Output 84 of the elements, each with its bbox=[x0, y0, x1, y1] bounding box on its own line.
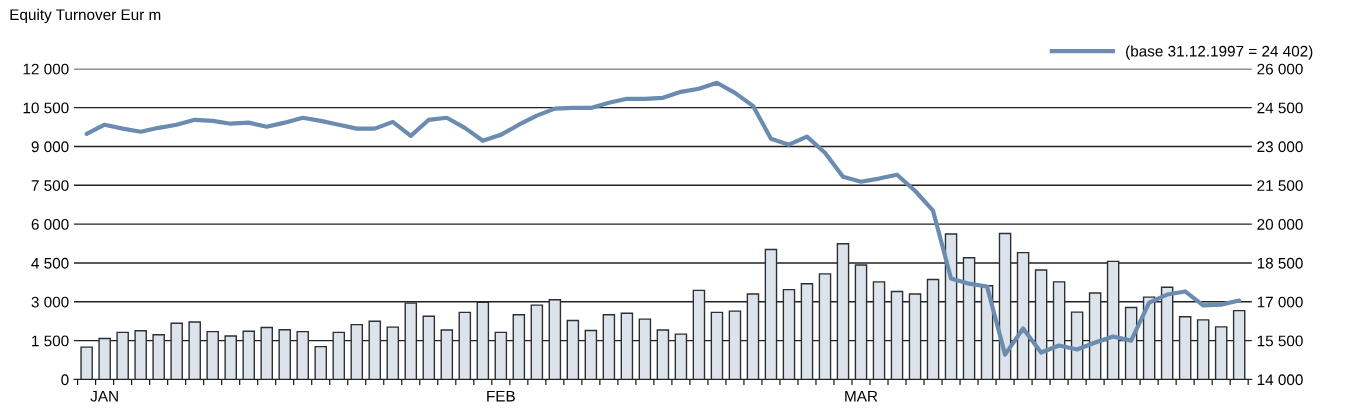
y2-tick-label: 23 000 bbox=[1257, 141, 1303, 153]
bar bbox=[638, 318, 652, 380]
y2-tick-label: 17 000 bbox=[1257, 296, 1303, 308]
bar bbox=[494, 331, 508, 380]
bar bbox=[440, 329, 454, 380]
bar bbox=[1214, 326, 1228, 380]
bar bbox=[170, 322, 183, 380]
bar bbox=[134, 330, 147, 380]
bar bbox=[584, 329, 598, 380]
bar bbox=[350, 323, 364, 380]
x-tick-label: MAR bbox=[845, 390, 878, 402]
bar bbox=[1106, 260, 1120, 380]
bar bbox=[1052, 281, 1066, 380]
bar bbox=[422, 315, 436, 380]
y2-tick-label: 14 000 bbox=[1257, 374, 1303, 386]
y2-tick-label: 26 000 bbox=[1257, 63, 1303, 75]
bar bbox=[1070, 311, 1084, 380]
bar bbox=[548, 299, 562, 380]
bar bbox=[764, 248, 778, 380]
bar bbox=[782, 288, 796, 380]
bar bbox=[890, 290, 904, 380]
bar bbox=[386, 326, 400, 380]
bar bbox=[404, 302, 418, 380]
bar bbox=[1232, 309, 1246, 380]
bar bbox=[512, 314, 526, 380]
bar bbox=[458, 311, 472, 380]
bar bbox=[152, 333, 165, 380]
bar bbox=[1034, 269, 1048, 380]
bar bbox=[224, 335, 237, 380]
y2-tick-label: 24 500 bbox=[1257, 102, 1303, 114]
bar bbox=[206, 330, 219, 380]
y2-tick-label: 21 500 bbox=[1257, 180, 1303, 191]
bar bbox=[620, 312, 634, 380]
bar bbox=[1178, 316, 1192, 380]
bar bbox=[1160, 286, 1174, 380]
bar bbox=[566, 319, 580, 380]
y-tick-label: 4 500 bbox=[31, 257, 69, 269]
bar bbox=[926, 278, 940, 380]
bar bbox=[746, 293, 760, 380]
bar bbox=[854, 264, 868, 380]
bar bbox=[1088, 292, 1102, 380]
y-tick-label: 6 000 bbox=[31, 219, 69, 230]
bar bbox=[188, 321, 201, 380]
bar bbox=[116, 331, 129, 380]
y2-tick-label: 20 000 bbox=[1257, 219, 1303, 230]
bar bbox=[296, 330, 310, 380]
x-tick-label: JAN bbox=[90, 390, 118, 402]
bar bbox=[314, 345, 328, 380]
legend-label: (base 31.12.1997 = 24 402) bbox=[1126, 45, 1313, 60]
bar bbox=[1196, 319, 1210, 380]
y-axis-title: Equity Turnover Eur m bbox=[10, 8, 161, 24]
bar bbox=[368, 320, 382, 380]
y-tick-label: 0 bbox=[61, 374, 69, 386]
bar bbox=[476, 301, 490, 380]
y-tick-label: 9 000 bbox=[31, 141, 69, 153]
line-series bbox=[84, 80, 1242, 357]
bar bbox=[260, 326, 273, 380]
bar bbox=[674, 333, 688, 380]
y-tick-label: 10 500 bbox=[23, 102, 69, 114]
x-tick-label: FEB bbox=[487, 390, 515, 402]
bar bbox=[656, 329, 670, 380]
y-tick-label: 3 000 bbox=[31, 296, 69, 308]
bar bbox=[908, 293, 922, 380]
bar bbox=[836, 243, 850, 380]
bar bbox=[602, 314, 616, 380]
bar bbox=[800, 282, 814, 380]
y-tick-label: 1 500 bbox=[32, 335, 69, 347]
y-tick-label: 12 000 bbox=[23, 63, 69, 75]
bar bbox=[818, 273, 832, 380]
bar bbox=[692, 289, 706, 380]
y-tick-label: 7 500 bbox=[31, 180, 69, 191]
bar bbox=[242, 330, 255, 380]
y2-tick-label: 18 500 bbox=[1257, 257, 1303, 269]
bar bbox=[332, 331, 346, 380]
bar bbox=[278, 329, 292, 380]
bar bbox=[98, 337, 111, 380]
bar bbox=[872, 281, 886, 380]
bar bbox=[530, 304, 544, 380]
bar bbox=[710, 311, 724, 380]
bar bbox=[80, 346, 93, 380]
bar bbox=[962, 257, 976, 380]
bar bbox=[1016, 251, 1030, 380]
bar bbox=[728, 310, 742, 380]
y2-tick-label: 15 500 bbox=[1257, 335, 1303, 347]
